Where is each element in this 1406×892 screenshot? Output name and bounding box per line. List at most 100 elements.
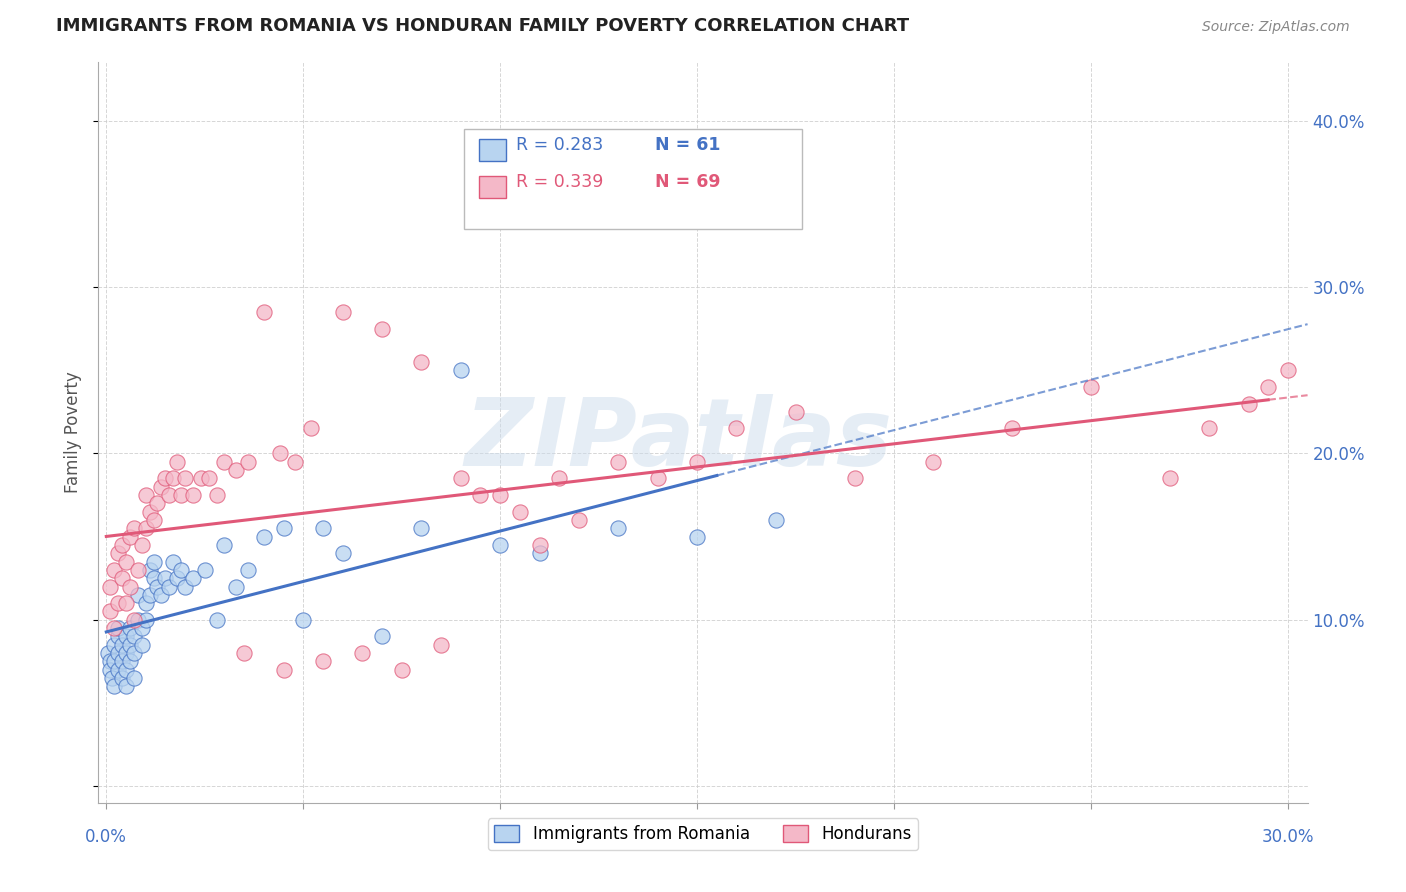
Point: [1277, 363, 1299, 377]
Point: [127, 588, 149, 602]
Point: [135, 488, 157, 502]
Point: [118, 580, 141, 594]
Point: [411, 355, 433, 369]
Point: [233, 646, 256, 660]
Point: [98, 580, 121, 594]
Point: [107, 663, 129, 677]
Point: [273, 663, 295, 677]
Point: [150, 480, 173, 494]
Point: [111, 671, 134, 685]
Text: R = 0.283: R = 0.283: [516, 136, 603, 153]
Point: [181, 571, 204, 585]
Point: [312, 521, 335, 535]
Point: [273, 521, 295, 535]
Point: [844, 471, 866, 485]
Point: [292, 613, 315, 627]
Point: [489, 538, 512, 552]
Point: [205, 488, 228, 502]
Point: [118, 530, 141, 544]
Point: [146, 496, 169, 510]
Point: [122, 521, 145, 535]
Point: [98, 605, 121, 619]
Text: Source: ZipAtlas.com: Source: ZipAtlas.com: [1202, 21, 1350, 34]
Point: [170, 563, 193, 577]
Point: [103, 638, 125, 652]
Point: [391, 663, 413, 677]
Point: [98, 654, 121, 668]
Point: [118, 621, 141, 635]
Point: [142, 571, 165, 585]
Point: [194, 563, 217, 577]
Point: [174, 471, 197, 485]
FancyBboxPatch shape: [464, 129, 803, 229]
Point: [115, 646, 138, 660]
Point: [686, 530, 709, 544]
Point: [299, 421, 322, 435]
Point: [135, 521, 157, 535]
Point: [103, 621, 125, 635]
Point: [115, 629, 138, 643]
Point: [115, 596, 138, 610]
Point: [162, 471, 184, 485]
Point: [284, 455, 307, 469]
Point: [174, 580, 197, 594]
Legend: Immigrants from Romania, Hondurans: Immigrants from Romania, Hondurans: [488, 819, 918, 850]
Point: [122, 613, 145, 627]
Point: [103, 563, 125, 577]
Point: [166, 571, 188, 585]
Point: [312, 654, 335, 668]
Point: [118, 654, 141, 668]
Point: [138, 588, 160, 602]
Point: [236, 455, 259, 469]
Point: [470, 488, 492, 502]
Point: [101, 671, 124, 685]
Point: [568, 513, 591, 527]
Point: [607, 455, 630, 469]
Point: [647, 471, 669, 485]
Point: [131, 538, 153, 552]
Point: [607, 521, 630, 535]
Point: [765, 513, 787, 527]
Point: [686, 455, 709, 469]
Point: [122, 629, 145, 643]
Text: N = 61: N = 61: [655, 136, 720, 153]
Point: [1080, 380, 1102, 394]
Point: [1198, 421, 1220, 435]
Point: [127, 613, 149, 627]
Point: [170, 488, 193, 502]
Point: [269, 446, 291, 460]
Point: [509, 505, 531, 519]
Point: [214, 455, 236, 469]
Point: [1257, 380, 1279, 394]
Point: [135, 613, 157, 627]
Point: [122, 671, 145, 685]
Point: [131, 638, 153, 652]
Point: [157, 580, 180, 594]
Point: [103, 679, 125, 693]
Point: [922, 455, 945, 469]
Point: [131, 621, 153, 635]
Point: [142, 513, 165, 527]
Point: [725, 421, 748, 435]
Point: [107, 546, 129, 560]
Point: [205, 613, 228, 627]
Text: 0.0%: 0.0%: [86, 828, 127, 846]
Point: [1237, 396, 1260, 410]
Point: [97, 646, 120, 660]
Text: R = 0.339: R = 0.339: [516, 173, 603, 191]
Point: [548, 471, 571, 485]
Point: [214, 538, 236, 552]
Point: [111, 538, 134, 552]
Point: [111, 654, 134, 668]
Point: [115, 663, 138, 677]
Point: [529, 538, 551, 552]
Bar: [479, 138, 506, 161]
Point: [352, 646, 374, 660]
Point: [107, 596, 129, 610]
Point: [98, 663, 121, 677]
Point: [122, 646, 145, 660]
Point: [162, 555, 184, 569]
Point: [118, 638, 141, 652]
Point: [103, 654, 125, 668]
Text: N = 69: N = 69: [655, 173, 720, 191]
